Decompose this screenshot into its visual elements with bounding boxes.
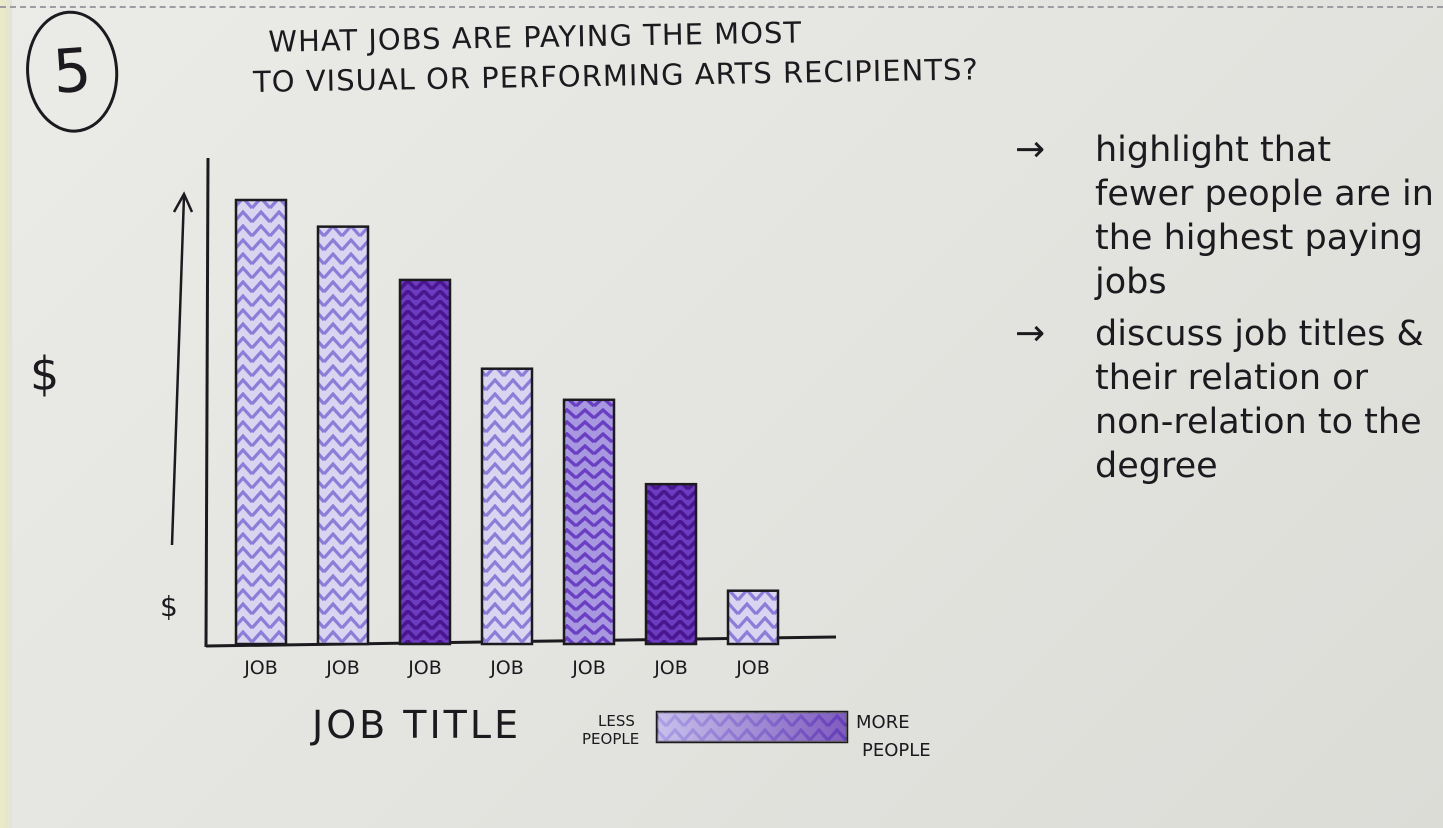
bars-group	[234, 198, 780, 646]
x-tick-label: JOB	[735, 657, 770, 679]
x-tick-label: JOB	[653, 657, 688, 679]
note-text: discuss job titles & their relation or n…	[1095, 314, 1424, 486]
bar-7	[726, 589, 780, 646]
bar-3	[398, 278, 452, 646]
x-tick-label: JOB	[325, 657, 360, 679]
bar-2	[316, 225, 370, 646]
right-arrow-icon: →	[1015, 313, 1046, 354]
x-axis-title: JOB TITLE	[310, 703, 521, 747]
sticky-note-edge	[0, 0, 12, 828]
y-increase-arrow-shaft	[170, 195, 186, 546]
legend-high-label: MORE PEOPLE	[856, 712, 931, 761]
x-tick-labels: JOB JOB JOB JOB JOB JOB JOB	[243, 657, 770, 679]
perforation-line	[0, 6, 1443, 8]
bar-5	[562, 398, 616, 646]
right-arrow-icon: →	[1015, 129, 1046, 170]
y-increase-arrow-head	[172, 191, 194, 213]
x-tick-label: JOB	[407, 657, 442, 679]
legend-hatch-overlay	[657, 712, 847, 742]
bar-4	[480, 367, 534, 646]
people-legend: LESS PEOPLE MORE PEOPLE	[582, 710, 931, 761]
note-item: → highlight that fewer people are in the…	[1015, 128, 1435, 304]
x-tick-label: JOB	[489, 657, 524, 679]
y-axis-label: $	[30, 347, 59, 401]
x-tick-label: JOB	[571, 657, 606, 679]
y-axis-low-marker: $	[160, 590, 178, 623]
note-text: highlight that fewer people are in the h…	[1095, 130, 1434, 302]
side-notes: → highlight that fewer people are in the…	[1015, 128, 1435, 488]
bar-6	[644, 482, 698, 646]
legend-low-label: LESS PEOPLE	[582, 712, 639, 748]
note-item: → discuss job titles & their relation or…	[1015, 312, 1435, 488]
bar-1	[234, 198, 288, 646]
y-axis-line	[204, 157, 210, 648]
x-tick-label: JOB	[243, 657, 278, 679]
